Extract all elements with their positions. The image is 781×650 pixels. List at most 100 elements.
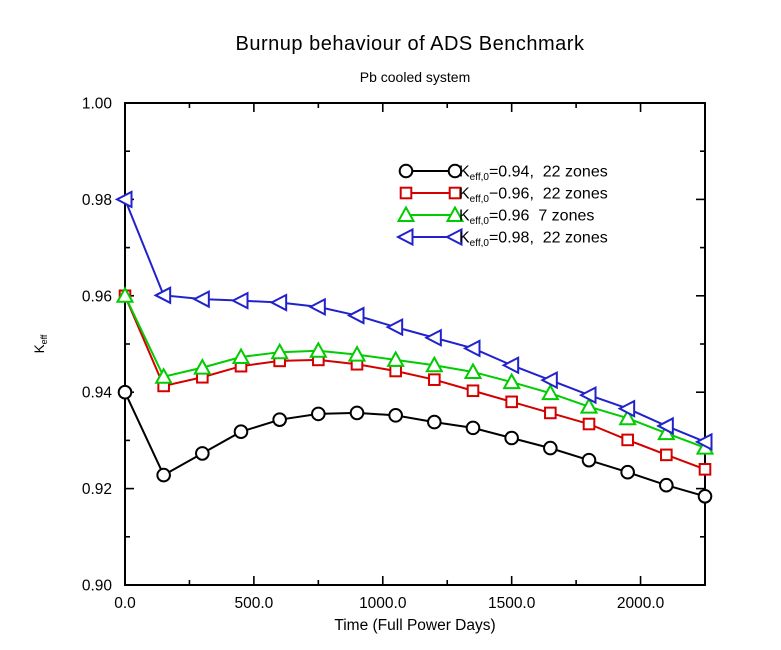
data-point-marker xyxy=(308,297,326,317)
series-line-keff096-7zones xyxy=(124,295,706,449)
data-point-marker xyxy=(347,345,367,362)
data-point-marker xyxy=(154,367,173,384)
legend-item-keff096-7zones: Keff,0=0.96 7 zones xyxy=(396,205,594,228)
series-keff098-22zones xyxy=(114,190,713,451)
data-point-marker xyxy=(579,397,599,414)
chart-title: Burnup behaviour of ADS Benchmark xyxy=(235,33,585,55)
legend-marker-square xyxy=(399,186,413,200)
data-point-marker xyxy=(656,416,674,436)
data-point-marker xyxy=(114,190,133,209)
y-tick-labels: 0.90 0.92 0.94 0.96 0.98 1.00 xyxy=(82,96,113,595)
data-point-marker xyxy=(621,433,634,447)
data-point-marker xyxy=(272,412,287,427)
data-point-marker xyxy=(386,350,405,367)
data-point-marker xyxy=(385,317,404,337)
y-tick-label: 0.98 xyxy=(82,192,112,209)
data-point-marker xyxy=(581,452,597,468)
x-tick-label: 1000.0 xyxy=(359,595,407,612)
y-tick-label: 0.94 xyxy=(82,385,113,402)
data-point-marker xyxy=(697,489,713,504)
legend-marker-triangle-up xyxy=(445,205,465,222)
data-point-marker xyxy=(270,342,289,360)
data-point-marker xyxy=(427,414,442,430)
data-point-marker xyxy=(349,405,365,421)
x-axis-label: Time (Full Power Days) xyxy=(334,617,495,634)
data-point-marker xyxy=(428,373,441,386)
data-point-marker xyxy=(465,420,481,436)
data-point-marker xyxy=(388,408,403,423)
data-point-marker xyxy=(117,384,133,400)
data-point-marker xyxy=(659,477,674,493)
data-point-marker xyxy=(269,293,288,312)
data-point-marker xyxy=(698,463,712,476)
data-point-marker xyxy=(502,372,521,390)
data-point-marker xyxy=(195,446,210,461)
data-point-marker xyxy=(424,328,442,347)
legend-label: Keff,0=0.96 7 zones xyxy=(459,208,594,228)
data-point-marker xyxy=(463,362,483,379)
x-tick-label: 0.0 xyxy=(114,595,136,612)
series-keff096-7zones xyxy=(115,286,715,455)
y-axis-label: Keff xyxy=(32,334,49,353)
data-point-marker xyxy=(540,371,558,390)
legend-marker-triangle-up xyxy=(396,205,416,222)
chart-subtitle: Pb cooled system xyxy=(359,69,471,85)
data-point-marker xyxy=(660,448,673,462)
legend-item-keff098-22zones: Keff,0=0.98, 22 zones xyxy=(395,227,608,250)
series-line-keff096-22zones xyxy=(124,295,706,471)
data-point-marker xyxy=(582,417,596,431)
data-point-marker xyxy=(309,341,328,358)
series-line-keff098-22zones xyxy=(124,199,706,443)
x-tick-labels: 0.0 500.0 1000.0 1500.0 2000.0 xyxy=(114,595,664,612)
data-point-marker xyxy=(311,406,326,422)
data-point-marker xyxy=(192,290,210,309)
y-tick-label: 0.92 xyxy=(82,481,112,498)
data-point-marker xyxy=(504,430,519,446)
legend-item-keff094-22zones: Keff,0=0.94, 22 zones xyxy=(398,163,608,184)
data-point-marker xyxy=(541,383,560,401)
data-point-marker xyxy=(231,347,251,365)
data-point-marker xyxy=(153,286,172,305)
legend-label: Keff,0=0.98, 22 zones xyxy=(459,230,608,250)
data-point-marker xyxy=(578,385,597,405)
series-keff096-22zones xyxy=(118,289,712,476)
plot-frame xyxy=(124,102,706,586)
x-tick-label: 1500.0 xyxy=(488,595,536,612)
legend-marker-triangle-left xyxy=(395,227,414,247)
y-tick-label: 0.90 xyxy=(82,578,113,595)
data-point-marker xyxy=(346,306,365,325)
data-point-marker xyxy=(620,464,635,480)
data-point-marker xyxy=(389,364,402,378)
legend-item-keff096-22zones: Keff,0−0.96, 22 zones xyxy=(399,186,608,206)
data-point-marker xyxy=(425,355,444,373)
x-tick-label: 2000.0 xyxy=(617,595,665,612)
data-point-marker xyxy=(462,339,481,358)
data-point-marker xyxy=(618,408,637,426)
legend-marker-circle xyxy=(447,163,463,179)
legend-marker-circle xyxy=(398,163,414,179)
x-tick-label: 500.0 xyxy=(234,595,273,612)
series-line-keff094-22zones xyxy=(124,391,706,498)
legend-marker-square xyxy=(448,186,462,200)
data-point-marker xyxy=(617,399,636,418)
data-point-marker xyxy=(501,356,520,375)
data-point-marker xyxy=(543,440,558,456)
data-point-marker xyxy=(544,406,557,420)
legend-marker-triangle-left xyxy=(444,227,463,247)
data-point-marker xyxy=(156,467,171,483)
data-point-marker xyxy=(466,384,480,398)
data-point-marker xyxy=(505,395,518,409)
axis-ticks xyxy=(124,102,706,586)
series-keff094-22zones xyxy=(117,384,713,504)
data-point-marker xyxy=(193,358,212,375)
data-point-marker xyxy=(694,432,713,451)
data-point-marker xyxy=(233,424,249,440)
legend-label: Keff,0=0.94, 22 zones xyxy=(459,164,608,184)
data-point-marker xyxy=(230,291,249,310)
data-point-marker xyxy=(115,286,135,303)
legend-label: Keff,0−0.96, 22 zones xyxy=(459,186,608,206)
y-tick-label: 0.96 xyxy=(82,288,112,305)
